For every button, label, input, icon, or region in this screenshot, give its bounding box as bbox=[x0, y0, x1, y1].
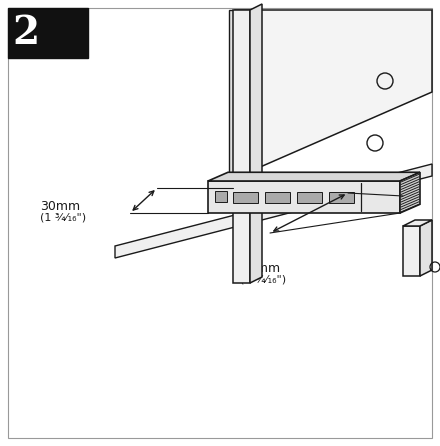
Bar bbox=[8, 8, 88, 58]
Polygon shape bbox=[403, 226, 420, 276]
Polygon shape bbox=[420, 220, 432, 276]
Text: (1 ¾⁄₁₆"): (1 ¾⁄₁₆") bbox=[240, 275, 286, 285]
Polygon shape bbox=[403, 220, 432, 226]
Polygon shape bbox=[329, 191, 354, 202]
Polygon shape bbox=[229, 10, 235, 178]
Polygon shape bbox=[265, 191, 290, 202]
Polygon shape bbox=[233, 10, 250, 283]
Polygon shape bbox=[208, 181, 400, 213]
Polygon shape bbox=[250, 4, 262, 283]
Text: 30mm: 30mm bbox=[240, 261, 280, 274]
Polygon shape bbox=[400, 172, 420, 213]
Polygon shape bbox=[208, 172, 420, 181]
Text: (1 ¾⁄₁₆"): (1 ¾⁄₁₆") bbox=[40, 213, 86, 223]
Polygon shape bbox=[233, 191, 258, 202]
Polygon shape bbox=[297, 191, 322, 202]
Text: 30mm: 30mm bbox=[40, 199, 80, 212]
Polygon shape bbox=[215, 191, 227, 202]
Polygon shape bbox=[115, 164, 432, 258]
Polygon shape bbox=[235, 10, 432, 178]
Text: 2: 2 bbox=[12, 14, 40, 52]
